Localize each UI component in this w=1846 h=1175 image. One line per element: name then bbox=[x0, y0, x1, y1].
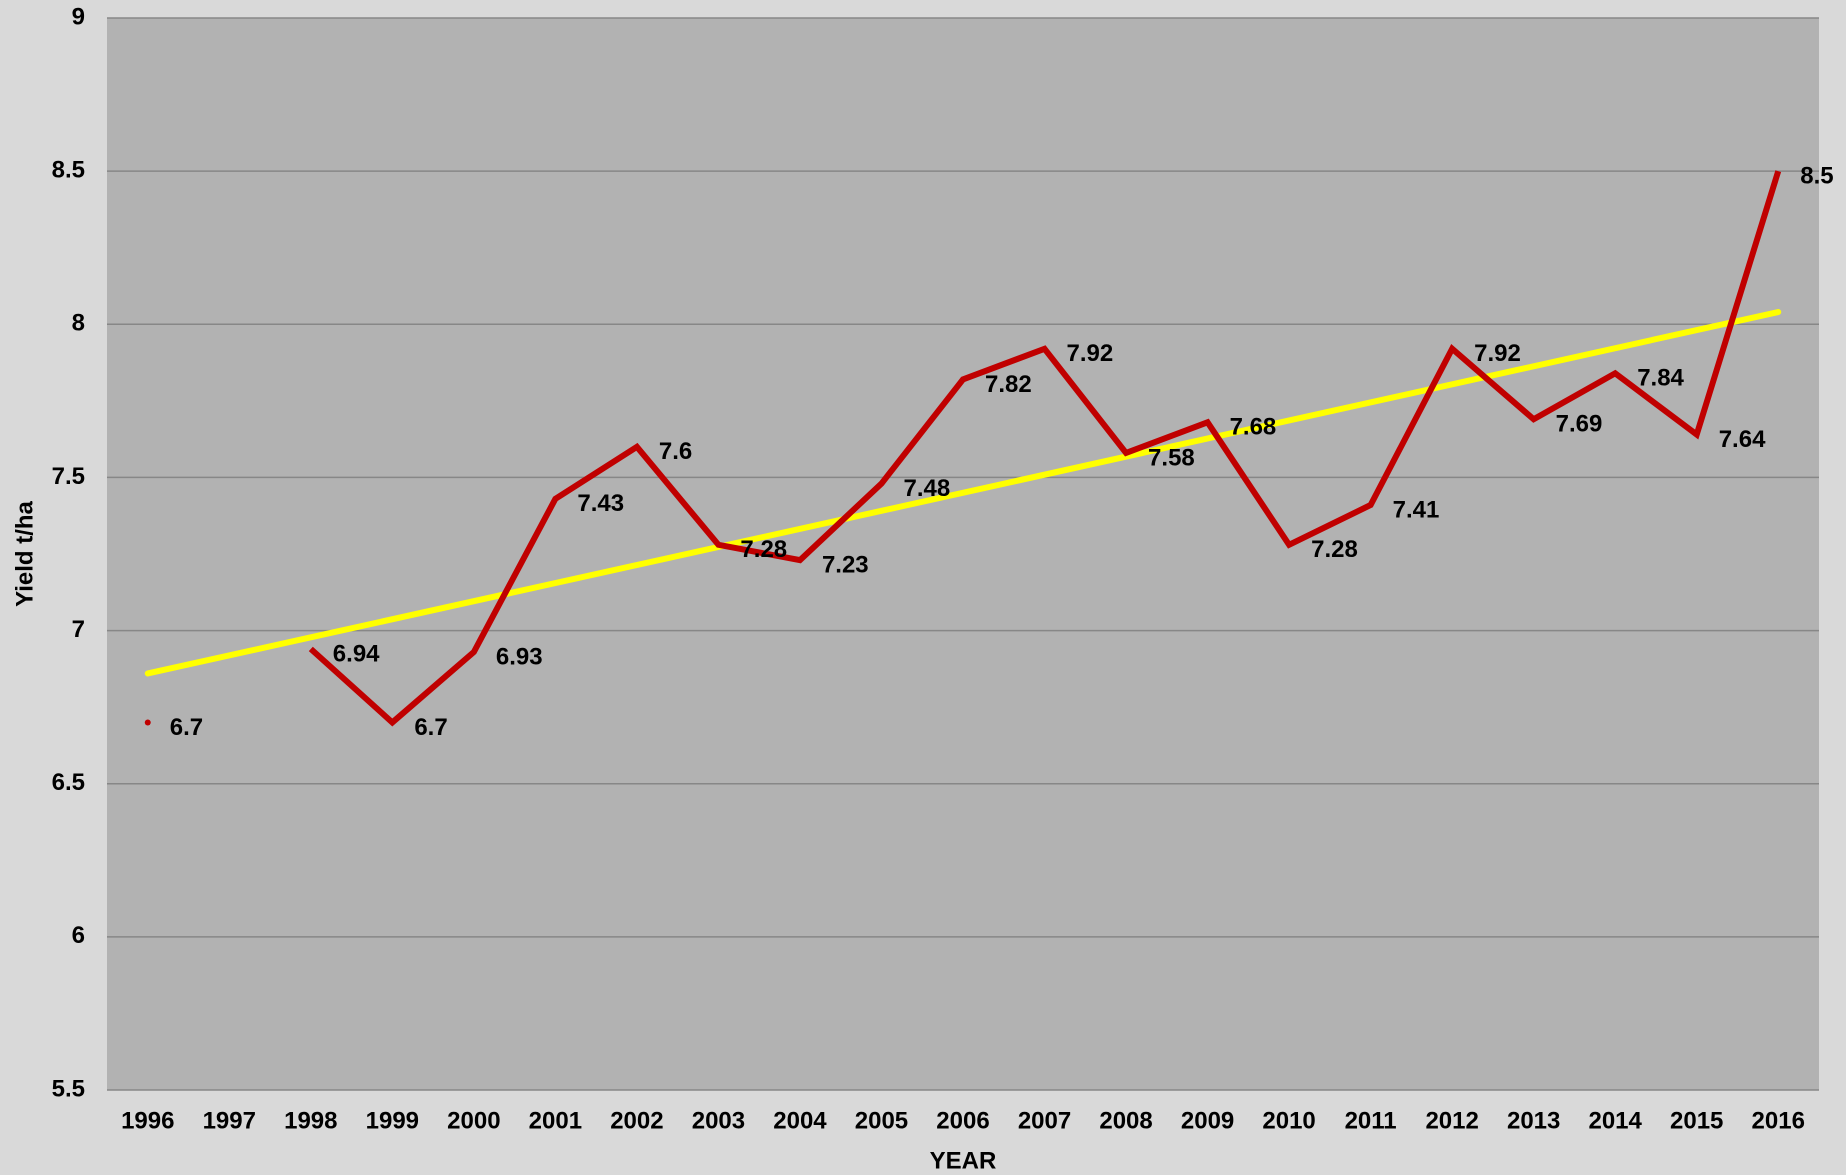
x-tick-label: 2011 bbox=[1345, 1107, 1397, 1134]
y-tick-label: 5.5 bbox=[52, 1075, 85, 1102]
x-tick-label: 2013 bbox=[1507, 1107, 1560, 1134]
x-tick-label: 1996 bbox=[121, 1107, 174, 1134]
x-tick-label: 2005 bbox=[855, 1107, 908, 1134]
x-tick-label: 1999 bbox=[366, 1107, 419, 1134]
x-tick-label: 2016 bbox=[1752, 1107, 1805, 1134]
data-label: 7.92 bbox=[1067, 340, 1114, 367]
data-label: 7.28 bbox=[740, 536, 787, 563]
y-tick-label: 8 bbox=[72, 310, 85, 337]
data-label: 6.93 bbox=[496, 643, 543, 670]
x-tick-label: 2014 bbox=[1588, 1107, 1642, 1134]
y-tick-label: 9 bbox=[72, 3, 85, 30]
y-tick-label: 6 bbox=[72, 922, 85, 949]
line bbox=[308, 170, 1782, 727]
y-tick-label: 8.5 bbox=[52, 156, 85, 183]
data-label: 7.23 bbox=[822, 551, 869, 578]
data-label: 7.92 bbox=[1474, 340, 1521, 367]
data-label: 7.69 bbox=[1556, 411, 1603, 438]
x-tick-label: 1997 bbox=[203, 1107, 256, 1134]
x-tick-label: 2012 bbox=[1425, 1107, 1478, 1134]
data-label: 7.48 bbox=[903, 475, 950, 502]
y-tick-label: 7 bbox=[72, 616, 85, 643]
x-tick-label: 2003 bbox=[692, 1107, 745, 1134]
data-label: 7.6 bbox=[659, 438, 692, 465]
point bbox=[144, 719, 151, 726]
data-label: 6.7 bbox=[170, 714, 203, 741]
plot-area bbox=[107, 18, 1819, 1090]
x-tick-label: 2008 bbox=[1099, 1107, 1152, 1134]
trendline bbox=[144, 309, 1782, 677]
data-label: 8.5 bbox=[1800, 162, 1833, 189]
x-tick-label: 2006 bbox=[936, 1107, 989, 1134]
data-label: 6.7 bbox=[414, 714, 447, 741]
data-label: 7.58 bbox=[1148, 444, 1195, 471]
data-label: 6.94 bbox=[333, 640, 380, 667]
data-label: 7.68 bbox=[1230, 414, 1277, 441]
x-tick-label: 1998 bbox=[284, 1107, 337, 1134]
x-tick-label: 2009 bbox=[1181, 1107, 1234, 1134]
x-tick-label: 2004 bbox=[773, 1107, 827, 1134]
data-label: 7.43 bbox=[577, 490, 624, 517]
data-label: 7.82 bbox=[985, 371, 1032, 398]
x-tick-label: 2007 bbox=[1018, 1107, 1071, 1134]
data-label: 7.41 bbox=[1393, 496, 1440, 523]
data-label: 7.64 bbox=[1719, 426, 1766, 453]
x-tick-label: 2015 bbox=[1670, 1107, 1723, 1134]
x-tick-label: 2000 bbox=[447, 1107, 500, 1134]
y-tick-label: 6.5 bbox=[52, 769, 85, 796]
data-label: 7.28 bbox=[1311, 536, 1358, 563]
x-axis-label: YEAR bbox=[930, 1147, 997, 1174]
x-tick-label: 2002 bbox=[610, 1107, 663, 1134]
x-tick-label: 2001 bbox=[529, 1107, 582, 1134]
y-axis-label: Yield t/ha bbox=[11, 500, 38, 606]
y-tick-label: 7.5 bbox=[52, 463, 85, 490]
x-tick-label: 2010 bbox=[1262, 1107, 1315, 1134]
data-label: 7.84 bbox=[1637, 365, 1684, 392]
